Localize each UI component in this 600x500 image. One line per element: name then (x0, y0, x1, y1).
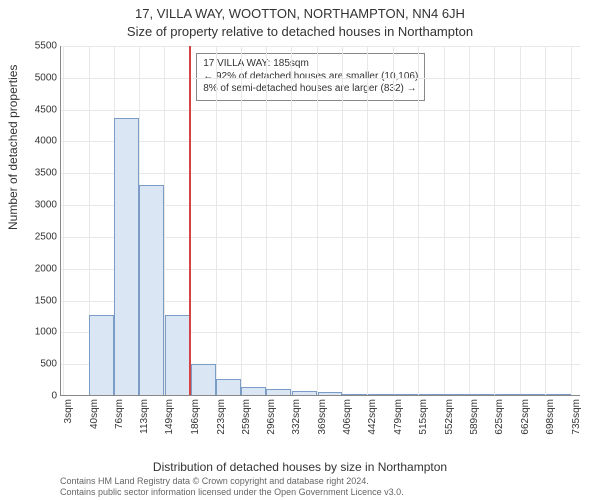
y-axis-label: Number of detached properties (6, 65, 20, 230)
histogram-bar (393, 394, 418, 395)
gridline-v (520, 46, 521, 395)
histogram-bar (191, 364, 216, 395)
gridline-v (291, 46, 292, 395)
xtick-label: 3sqm (63, 399, 74, 423)
histogram-bar (469, 394, 494, 395)
plot-area: 17 VILLA WAY: 185sqm ← 92% of detached h… (60, 46, 580, 396)
ytick-label: 4500 (35, 104, 57, 115)
histogram-bar (216, 379, 241, 395)
xtick-label: 149sqm (164, 399, 175, 435)
annotation-line2: ← 92% of detached houses are smaller (10… (203, 71, 418, 84)
chart-title-line1: 17, VILLA WAY, WOOTTON, NORTHAMPTON, NN4… (0, 6, 600, 21)
xtick-label: 369sqm (317, 399, 328, 435)
ytick-label: 2000 (35, 263, 57, 274)
ytick-label: 3500 (35, 168, 57, 179)
histogram-bar (89, 315, 114, 395)
histogram-bar (139, 185, 164, 395)
histogram-bar (241, 387, 266, 395)
ytick-label: 500 (40, 359, 57, 370)
xtick-label: 223sqm (216, 399, 227, 435)
gridline-v (444, 46, 445, 395)
xtick-label: 552sqm (444, 399, 455, 435)
histogram-bar (546, 394, 571, 395)
histogram-bar (419, 394, 444, 395)
histogram-bar (368, 394, 393, 395)
gridline-v (317, 46, 318, 395)
xtick-label: 113sqm (139, 399, 150, 434)
xtick-label: 186sqm (190, 399, 201, 435)
histogram-bar (318, 392, 343, 395)
xtick-label: 40sqm (89, 399, 100, 429)
footer-line1: Contains HM Land Registry data © Crown c… (60, 476, 404, 487)
footer-attribution: Contains HM Land Registry data © Crown c… (60, 476, 404, 498)
annotation-line1: 17 VILLA WAY: 185sqm (203, 58, 418, 71)
xtick-label: 662sqm (520, 399, 531, 435)
xtick-label: 625sqm (494, 399, 505, 435)
gridline-v (241, 46, 242, 395)
ytick-label: 5500 (35, 41, 57, 52)
gridline-v (63, 46, 64, 395)
histogram-bar (444, 394, 469, 395)
gridline-v (342, 46, 343, 395)
gridline-v (545, 46, 546, 395)
xtick-label: 76sqm (114, 399, 125, 429)
footer-line2: Contains public sector information licen… (60, 487, 404, 498)
ytick-label: 1000 (35, 327, 57, 338)
gridline-v (469, 46, 470, 395)
histogram-bar (520, 394, 545, 395)
xtick-label: 589sqm (469, 399, 480, 435)
ytick-label: 5000 (35, 72, 57, 83)
annotation-line3: 8% of semi-detached houses are larger (8… (203, 83, 418, 96)
gridline-v (418, 46, 419, 395)
histogram-bar (342, 394, 367, 395)
xtick-label: 698sqm (545, 399, 556, 435)
histogram-bar (165, 315, 190, 395)
xtick-label: 735sqm (571, 399, 582, 435)
chart-container: 17, VILLA WAY, WOOTTON, NORTHAMPTON, NN4… (0, 0, 600, 500)
gridline-v (266, 46, 267, 395)
ytick-label: 1500 (35, 295, 57, 306)
ytick-label: 3000 (35, 200, 57, 211)
gridline-v (393, 46, 394, 395)
annotation-box: 17 VILLA WAY: 185sqm ← 92% of detached h… (196, 53, 425, 101)
histogram-bar (266, 389, 291, 395)
histogram-bar (114, 118, 139, 395)
gridline-v (367, 46, 368, 395)
xtick-label: 442sqm (367, 399, 378, 435)
ytick-label: 0 (51, 391, 57, 402)
x-axis-label: Distribution of detached houses by size … (0, 460, 600, 474)
xtick-label: 332sqm (291, 399, 302, 435)
xtick-label: 479sqm (393, 399, 404, 435)
histogram-bar (495, 394, 520, 395)
xtick-label: 296sqm (266, 399, 277, 435)
chart-title-line2: Size of property relative to detached ho… (0, 24, 600, 39)
ytick-label: 4000 (35, 136, 57, 147)
gridline-v (494, 46, 495, 395)
histogram-bar (292, 391, 317, 395)
reference-line (189, 46, 191, 395)
xtick-label: 259sqm (241, 399, 252, 435)
ytick-label: 2500 (35, 231, 57, 242)
gridline-v (216, 46, 217, 395)
gridline-v (571, 46, 572, 395)
xtick-label: 406sqm (342, 399, 353, 435)
xtick-label: 515sqm (418, 399, 429, 435)
